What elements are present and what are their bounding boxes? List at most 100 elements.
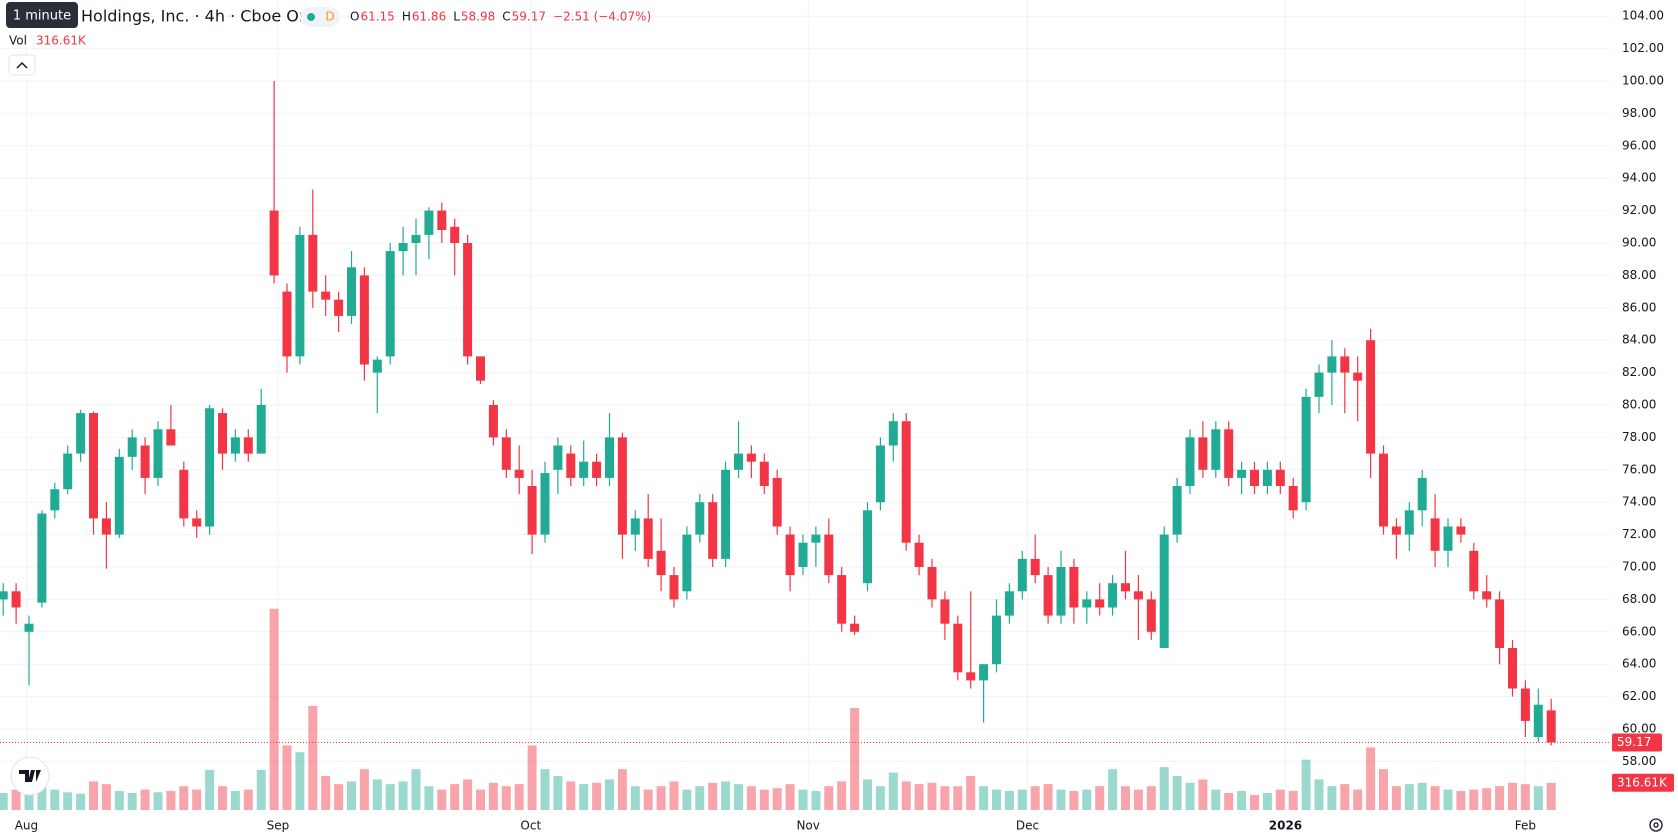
candle-body	[1533, 704, 1543, 738]
volume-bar	[411, 769, 421, 810]
volume-bar	[772, 788, 782, 810]
candle-body	[269, 210, 279, 276]
volume-bar	[1211, 789, 1221, 810]
volume-bar	[37, 786, 47, 810]
candle-body	[875, 445, 885, 503]
volume-bar	[1159, 767, 1169, 810]
volume-bar	[1082, 789, 1092, 810]
candle-body	[1004, 591, 1014, 616]
volume-bar	[746, 786, 756, 810]
price-tag-label: 59.17	[1617, 735, 1651, 749]
volume-bar	[1546, 782, 1556, 810]
volume-bar	[179, 786, 189, 810]
collapse-button[interactable]	[8, 54, 36, 76]
volume-bar	[1133, 789, 1143, 810]
candle-body	[153, 429, 163, 478]
volume-bar	[1495, 786, 1505, 810]
candle-body	[1546, 710, 1556, 743]
candle-body	[450, 226, 460, 243]
candle-body	[282, 291, 292, 357]
symbol-title[interactable]: Holdings, Inc. · 4h · Cboe One	[81, 7, 319, 26]
ohlc-legend: O 61.15 H 61.86 L 58.98 C 59.17 −2.51 (−4.07%)	[350, 10, 651, 24]
candle-body	[1404, 510, 1414, 535]
x-tick-label: Dec	[1016, 819, 1039, 833]
status-badge[interactable]	[300, 7, 340, 27]
volume-bar	[269, 608, 279, 810]
volume-bar	[1198, 779, 1208, 810]
candle-body	[1069, 567, 1079, 608]
candle-body	[1520, 688, 1530, 721]
volume-bar	[901, 781, 911, 810]
candle-body	[1224, 429, 1234, 478]
y-tick-label: 78.00	[1622, 430, 1656, 444]
volume-bar	[914, 784, 924, 810]
candle-body	[940, 599, 950, 624]
candle-body	[669, 575, 679, 600]
ohlc-value: 59.17	[512, 10, 546, 24]
y-tick-label: 88.00	[1622, 268, 1656, 282]
candle-body	[527, 486, 537, 535]
candle-body	[1327, 356, 1337, 373]
candle-layer	[0, 81, 1556, 746]
candle-body	[1430, 518, 1440, 551]
logo	[19, 770, 41, 782]
candle-body	[850, 623, 860, 632]
candle-body	[63, 453, 73, 490]
volume-bar	[1340, 784, 1350, 810]
candle-body	[953, 623, 963, 673]
volume-bar	[785, 784, 795, 810]
candle-body	[359, 275, 369, 365]
y-tick-label: 92.00	[1622, 203, 1656, 217]
settings-icon-center	[1653, 822, 1659, 828]
volume-bar	[205, 769, 215, 810]
candle-body	[1211, 429, 1221, 470]
x-tick-label: Sep	[267, 819, 290, 833]
y-tick-label: 76.00	[1622, 462, 1656, 476]
market-dot	[307, 13, 315, 21]
candle-body	[0, 591, 8, 600]
candle-body	[256, 405, 266, 454]
candle-body	[1262, 469, 1272, 486]
volume-bar	[695, 786, 705, 810]
volume-bar	[656, 786, 666, 810]
volume-bar	[308, 705, 318, 810]
candle-body	[179, 469, 189, 519]
candle-body	[11, 591, 21, 608]
volume-bar	[1482, 788, 1492, 810]
y-tick-label: 68.00	[1622, 592, 1656, 606]
candle-body	[553, 445, 563, 470]
candle-body	[24, 623, 34, 632]
volume-bar	[811, 790, 821, 810]
candle-body	[1379, 453, 1388, 527]
candle-body	[76, 413, 86, 454]
y-tick-label: 94.00	[1622, 171, 1656, 185]
volume-bar	[630, 786, 640, 810]
candle-body	[888, 421, 898, 446]
volume-bar	[721, 781, 731, 810]
candle-body	[1340, 356, 1350, 373]
candle-body	[501, 437, 511, 470]
y-tick-label: 64.00	[1622, 657, 1656, 671]
candle-body	[811, 534, 821, 543]
volume-bar	[1456, 790, 1466, 810]
volume-bar	[1391, 786, 1401, 810]
volume-bar	[1250, 795, 1259, 810]
ohlc-label: C	[502, 10, 510, 24]
candle-body	[1301, 396, 1311, 503]
volume-bar	[24, 790, 34, 810]
candle-body	[1275, 469, 1285, 486]
candle-body	[230, 437, 240, 454]
volume-bar	[1417, 782, 1427, 810]
volume-bar	[850, 708, 860, 810]
volume-bar	[230, 790, 240, 810]
candle-body	[695, 502, 705, 535]
candle-body	[592, 461, 602, 478]
volume-bar	[89, 781, 98, 810]
volume-bar	[1443, 789, 1453, 810]
settings-icon[interactable]	[1649, 818, 1663, 832]
volume-bar	[1185, 782, 1195, 810]
vol-value: 316.61K	[36, 34, 87, 48]
candle-body	[385, 251, 395, 357]
volume-bar	[101, 784, 111, 810]
